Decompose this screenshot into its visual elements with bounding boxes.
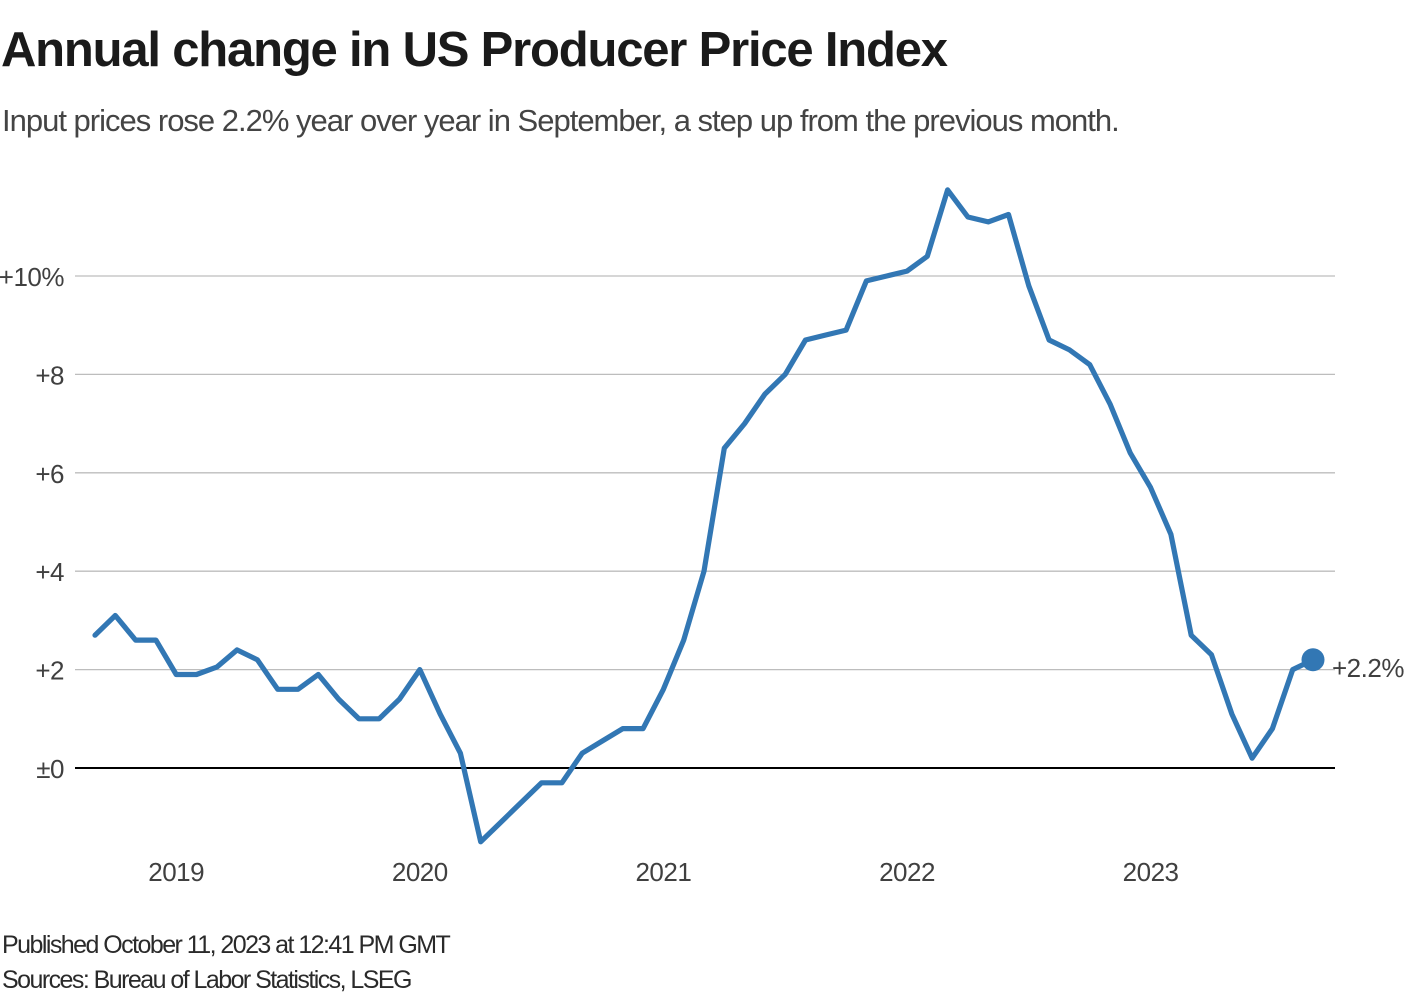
svg-text:2020: 2020 (392, 857, 448, 887)
svg-text:2021: 2021 (635, 857, 691, 887)
svg-text:±0: ±0 (36, 754, 64, 784)
svg-text:2023: 2023 (1123, 857, 1179, 887)
svg-text:Annual change in US Producer P: Annual change in US Producer Price Index (1, 23, 948, 77)
svg-text:2022: 2022 (879, 857, 935, 887)
svg-text:Published October 11, 2023 at: Published October 11, 2023 at 12:41 PM G… (2, 931, 450, 959)
svg-text:+10%: +10% (0, 262, 64, 292)
svg-text:+6: +6 (35, 459, 64, 489)
svg-text:2019: 2019 (148, 857, 204, 887)
svg-text:+2.2%: +2.2% (1332, 653, 1404, 683)
svg-text:Input prices rose 2.2% year ov: Input prices rose 2.2% year over year in… (2, 103, 1119, 138)
svg-text:+4: +4 (35, 557, 64, 587)
svg-text:Sources: Bureau of Labor Stati: Sources: Bureau of Labor Statistics, LSE… (2, 966, 411, 994)
svg-text:+2: +2 (35, 656, 64, 686)
svg-text:+8: +8 (35, 360, 64, 390)
